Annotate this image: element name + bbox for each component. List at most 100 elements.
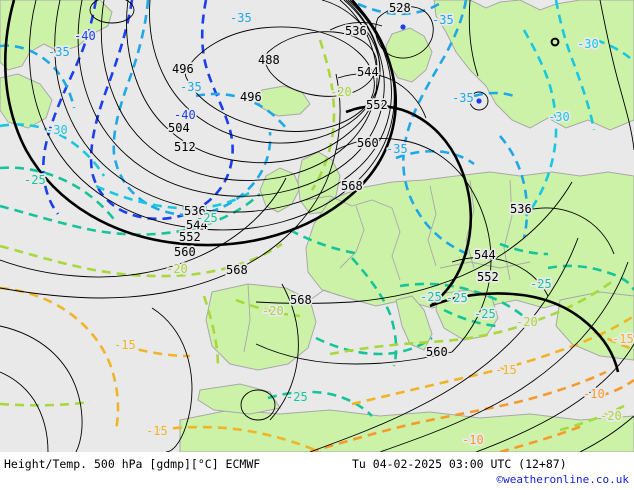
height-contour-ocean-d (269, 283, 299, 421)
temperature-contour-label: -35 (230, 11, 252, 25)
height-contour-ocean-c (151, 307, 193, 452)
temp-contour--10-a (309, 370, 607, 452)
border-france-east (339, 205, 365, 269)
temperature-contour-label-halo: -10 (462, 433, 484, 447)
height-contour-label: 552 (366, 98, 388, 112)
height-contour-closed-iberia (240, 389, 276, 421)
height-contour-se-a (379, 261, 629, 452)
temperature-contour-label: -10 (462, 433, 484, 447)
height-contour-label: 568 (341, 179, 363, 193)
contour-node-marker (550, 37, 560, 47)
temperature-contour-label: -35 (48, 45, 70, 59)
temperature-contour-label-halo: -35 (230, 11, 252, 25)
height-contour-label-halo: 568 (290, 293, 312, 307)
height-contour-568 (0, 181, 327, 299)
border-pyrenees (309, 289, 341, 301)
temp-contour--25-h (499, 242, 549, 256)
height-contour-label-halo: 544 (474, 248, 496, 262)
temperature-contour-label: -40 (74, 29, 96, 43)
temperature-contour-label: -25 (24, 173, 46, 187)
height-contour-se-b (309, 237, 579, 452)
temperature-contour-label-halo: -20 (262, 304, 284, 318)
footer-copyright: ©weatheronline.co.uk (496, 473, 629, 486)
height-contour-560 (0, 177, 287, 278)
temperature-contour-label: -30 (577, 37, 599, 51)
height-contour-label: 552 (179, 230, 201, 244)
temperature-contour-label-halo: -15 (146, 424, 168, 438)
low-center-ring-2 (469, 91, 489, 111)
temp-contour--15-c (157, 425, 321, 452)
temperature-contour-label-halo: -20 (600, 409, 622, 423)
height-contour-label-halo: 544 (186, 218, 208, 232)
height-contour-label-halo: 568 (226, 263, 248, 277)
map-canvas[interactable]: 488 488 496 496 496 496 504 504 512 512 528 528 536 5… (0, 0, 634, 452)
height-contour-536-b (329, 22, 383, 31)
temperature-contour-label: -35 (180, 80, 202, 94)
height-contour-568-b (325, 73, 341, 183)
temperature-contour-label-halo: -20 (166, 262, 188, 276)
temp-contour--20-b (310, 39, 336, 191)
temperature-label-layer: -40-40-40-40-35-35-35-35-35-35 -35-35-35-… (22, 9, 634, 448)
temperature-contour-label: -15 (114, 338, 136, 352)
height-contour-label-halo: 536 (510, 202, 532, 216)
temp-contour--40-b (89, 0, 234, 221)
height-contour-label: 536 (184, 204, 206, 218)
temperature-contour-label-halo: -40 (74, 29, 96, 43)
height-contour-560-b (335, 138, 492, 353)
temp-contour--20-g (559, 404, 625, 432)
height-contour-552-bold (3, 0, 397, 247)
temp-contour--35-c (195, 92, 287, 129)
temp-contour--30-d (522, 29, 558, 217)
height-contour-label-halo: 536 (184, 204, 206, 218)
temperature-contour-label: -35 (432, 13, 454, 27)
height-contour-label-halo: 568 (341, 179, 363, 193)
height-contour-520 (100, 0, 378, 181)
height-contour-label: 528 (389, 1, 411, 15)
height-contour-right-a (599, 0, 634, 151)
height-contour-560-c (255, 343, 453, 365)
temp-contour--35-e (402, 0, 469, 256)
border-nwe (305, 195, 393, 209)
map-svg: 4884884964964964965045045125125285285365… (0, 0, 634, 452)
temp-contour--25-j (443, 308, 497, 328)
height-contour-label: 496 (172, 62, 194, 76)
height-contour-568-c (255, 181, 573, 304)
height-contour-label-halo: 560 (174, 245, 196, 259)
temperature-contour-label: -20 (166, 262, 188, 276)
land-scandinavia (433, 0, 634, 131)
height-contour-se-d (579, 415, 634, 452)
height-contour-label-halo: 488 (258, 53, 280, 67)
temperature-contour-label-halo: -25 (24, 173, 46, 187)
temperature-contour-label: -25 (196, 211, 218, 225)
temperature-contour-label-halo: -20 (516, 315, 538, 329)
temperature-contour-label-halo: -25 (530, 277, 552, 291)
temperature-contour-label-halo: -30 (46, 123, 68, 137)
temperature-contour-label-halo: -20 (330, 85, 352, 99)
temperature-contour-label-halo: -15 (495, 363, 517, 377)
temperature-contour-label-halo: -30 (548, 110, 570, 124)
temp-contour--35-b (112, 0, 272, 217)
temp-contour--25-i (267, 390, 373, 417)
temp-contour--15-d (351, 314, 634, 406)
height-contour-512 (126, 0, 381, 164)
height-contour-label-halo: 552 (179, 230, 201, 244)
temp-contour--35-h (499, 135, 529, 239)
temp-contour--30-c (554, 0, 596, 131)
height-contour-label-halo: 560 (357, 136, 379, 150)
temperature-contour-label: -35 (452, 91, 474, 105)
map-footer: Height/Temp. 500 hPa [gdmp][°C] ECMWF Tu… (0, 452, 634, 490)
height-contour-label: 536 (510, 202, 532, 216)
low-center-marker-1 (400, 24, 406, 30)
temperature-contour-label: -25 (286, 390, 308, 404)
temp-contour--30-a (0, 123, 106, 177)
temperature-contour-label-halo: -10 (583, 387, 605, 401)
height-contour-se-c (475, 343, 634, 452)
height-contour-label-halo: 528 (389, 1, 411, 15)
height-contour-528-closed (375, 6, 434, 59)
height-contour-544-b (337, 73, 427, 119)
temperature-contour-label-halo: -35 (432, 13, 454, 27)
footer-valid-time-label: Tu 04-02-2025 03:00 UTC (12+87) (352, 457, 567, 471)
temp-contour--25-b (0, 193, 261, 236)
height-contour-488 (264, 31, 378, 97)
border-belarus-east (503, 179, 513, 281)
